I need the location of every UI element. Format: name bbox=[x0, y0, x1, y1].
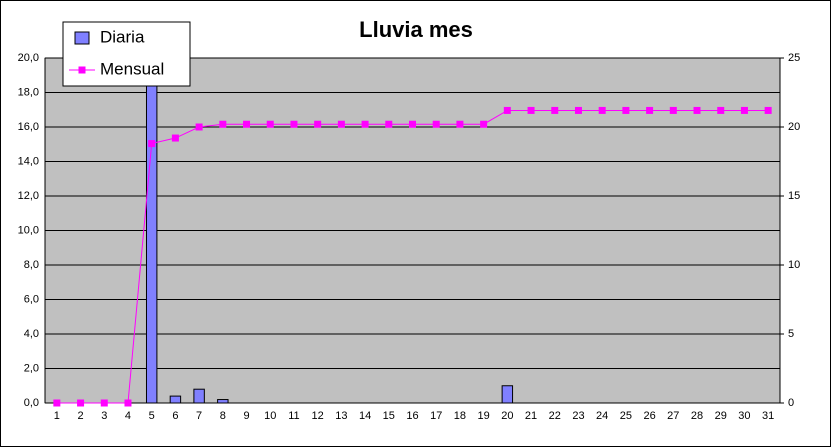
x-tick-label: 30 bbox=[738, 410, 750, 422]
marker bbox=[385, 120, 393, 128]
marker bbox=[314, 120, 322, 128]
y-tick-label: 6,0 bbox=[24, 293, 39, 305]
x-tick-label: 19 bbox=[478, 410, 490, 422]
marker bbox=[409, 120, 416, 128]
bar bbox=[501, 385, 514, 404]
x-tick-label: 9 bbox=[243, 410, 249, 422]
x-tick-label: 31 bbox=[762, 410, 774, 422]
marker bbox=[527, 106, 535, 114]
marker bbox=[53, 399, 61, 407]
marker bbox=[195, 123, 203, 131]
marker bbox=[574, 106, 582, 114]
marker bbox=[717, 106, 725, 114]
x-tick-label: 18 bbox=[454, 410, 466, 422]
y-tick-label: 2,0 bbox=[24, 362, 39, 374]
marker bbox=[764, 106, 772, 114]
marker bbox=[622, 106, 630, 114]
marker bbox=[503, 106, 511, 114]
marker bbox=[361, 120, 369, 128]
bar bbox=[217, 399, 229, 404]
x-tick-label: 26 bbox=[643, 410, 655, 422]
chart-title: Lluvia mes bbox=[359, 17, 473, 42]
x-tick-label: 1 bbox=[54, 410, 60, 422]
x-tick-label: 6 bbox=[172, 410, 178, 422]
marker bbox=[598, 106, 606, 114]
y2-tick-label: 10 bbox=[788, 259, 800, 271]
y-tick-label: 8,0 bbox=[24, 259, 39, 271]
marker bbox=[148, 140, 156, 148]
marker bbox=[243, 120, 251, 128]
y2-tick-label: 5 bbox=[788, 328, 794, 340]
x-tick-label: 28 bbox=[691, 410, 703, 422]
y2-tick-label: 20 bbox=[788, 121, 800, 133]
y2-tick-label: 15 bbox=[788, 190, 800, 202]
marker bbox=[337, 120, 345, 128]
marker bbox=[266, 120, 274, 128]
marker bbox=[480, 120, 488, 128]
marker bbox=[693, 106, 701, 114]
y-tick-label: 18,0 bbox=[18, 86, 39, 98]
marker bbox=[124, 399, 132, 407]
legend-swatch bbox=[74, 31, 90, 45]
bar bbox=[145, 78, 158, 404]
x-tick-label: 20 bbox=[501, 410, 513, 422]
y-tick-label: 10,0 bbox=[18, 224, 39, 236]
x-tick-label: 16 bbox=[406, 410, 418, 422]
x-tick-label: 17 bbox=[430, 410, 442, 422]
y2-tick-label: 25 bbox=[788, 52, 800, 64]
x-tick-label: 25 bbox=[620, 410, 632, 422]
x-tick-label: 4 bbox=[125, 410, 131, 422]
y-tick-label: 0,0 bbox=[24, 397, 39, 409]
x-tick-label: 22 bbox=[549, 410, 561, 422]
x-tick-label: 13 bbox=[335, 410, 347, 422]
marker bbox=[219, 120, 227, 128]
legend-label: Mensual bbox=[100, 59, 164, 78]
y-tick-label: 20,0 bbox=[18, 52, 39, 64]
y-tick-label: 14,0 bbox=[18, 155, 39, 167]
x-tick-label: 21 bbox=[525, 410, 537, 422]
marker bbox=[100, 399, 108, 407]
x-tick-label: 15 bbox=[383, 410, 395, 422]
x-tick-label: 8 bbox=[220, 410, 226, 422]
marker bbox=[456, 120, 464, 128]
marker bbox=[551, 106, 559, 114]
x-tick-label: 3 bbox=[101, 410, 107, 422]
legend-label: Diaria bbox=[100, 27, 145, 46]
y-tick-label: 12,0 bbox=[18, 190, 39, 202]
x-tick-label: 23 bbox=[572, 410, 584, 422]
x-tick-label: 29 bbox=[715, 410, 727, 422]
bar bbox=[169, 395, 182, 404]
bar bbox=[193, 388, 205, 404]
marker bbox=[77, 399, 85, 407]
marker bbox=[740, 106, 748, 114]
marker bbox=[669, 106, 677, 114]
marker bbox=[290, 120, 298, 128]
marker bbox=[646, 106, 654, 114]
marker bbox=[432, 120, 440, 128]
x-tick-label: 7 bbox=[196, 410, 202, 422]
legend-swatch bbox=[78, 66, 86, 74]
x-tick-label: 14 bbox=[359, 410, 371, 422]
y-tick-label: 16,0 bbox=[18, 121, 39, 133]
y2-tick-label: 0 bbox=[788, 397, 794, 409]
x-tick-label: 11 bbox=[288, 410, 299, 422]
y-tick-label: 4,0 bbox=[24, 328, 39, 340]
x-tick-label: 12 bbox=[312, 410, 324, 422]
marker bbox=[171, 134, 179, 142]
x-tick-label: 5 bbox=[149, 410, 155, 422]
x-tick-label: 10 bbox=[264, 410, 276, 422]
x-tick-label: 24 bbox=[596, 410, 608, 422]
x-tick-label: 2 bbox=[78, 410, 84, 422]
x-tick-label: 27 bbox=[667, 410, 679, 422]
